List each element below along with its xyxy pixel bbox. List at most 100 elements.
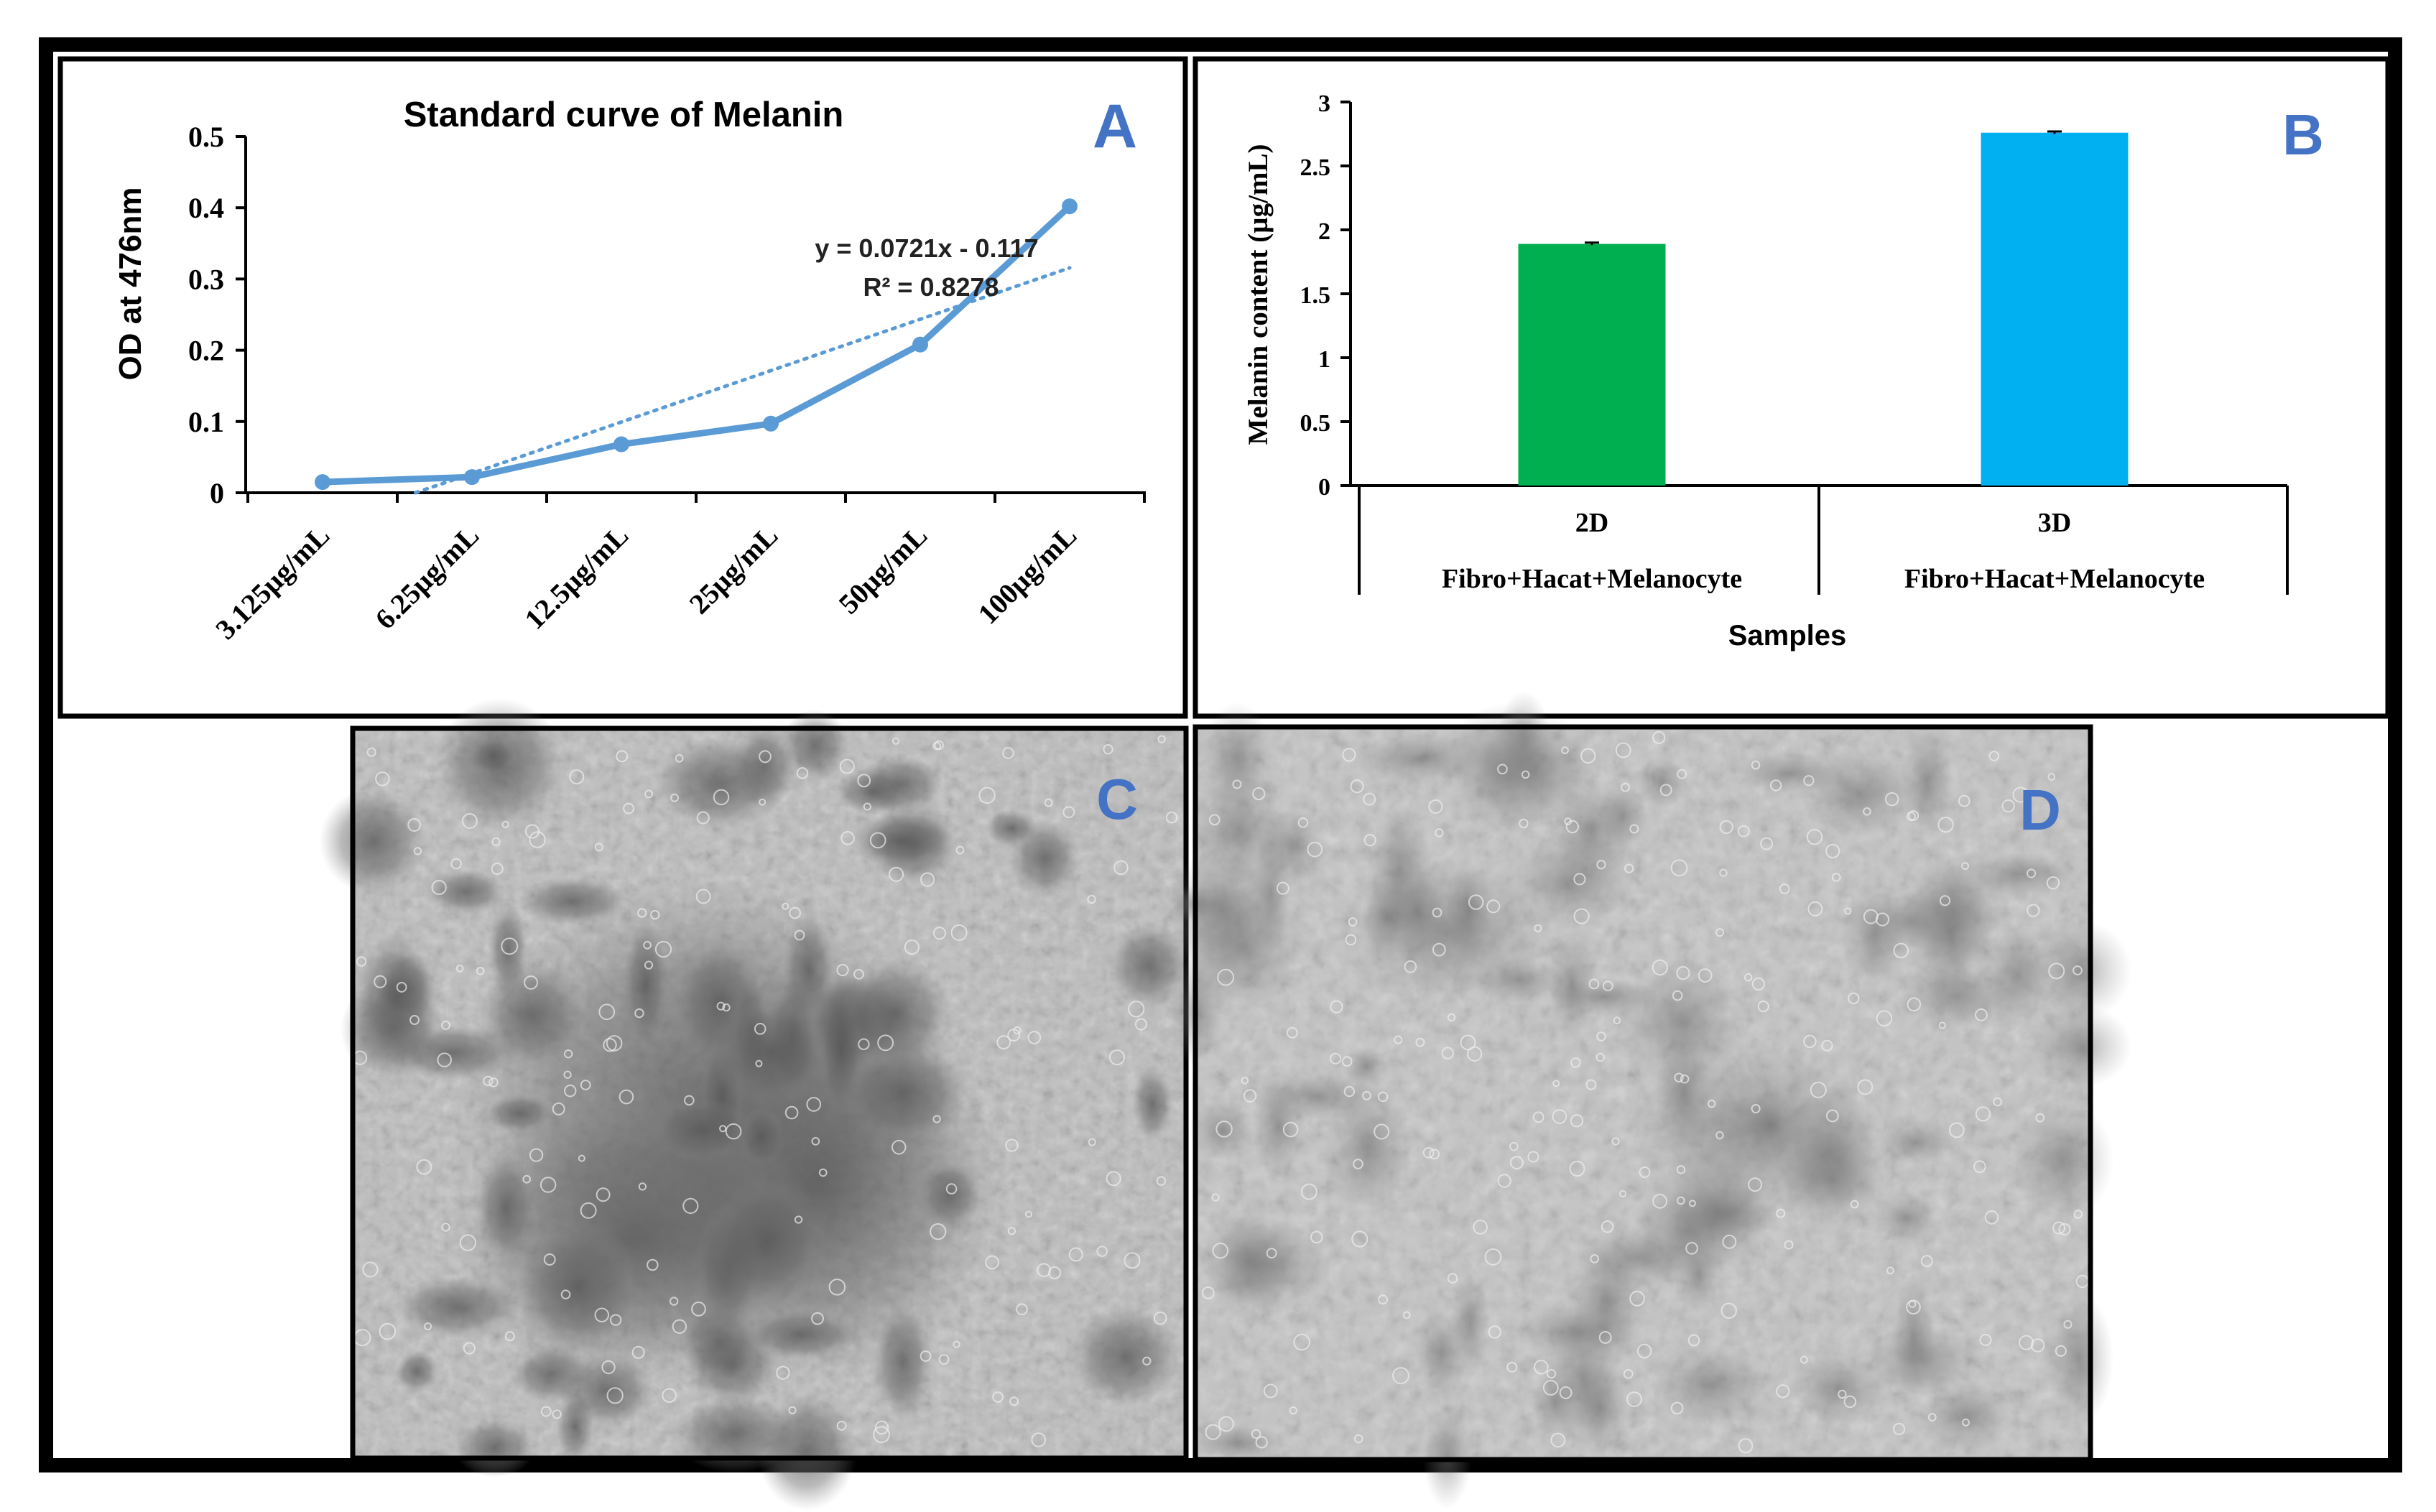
chart-b-ytick-label: 2.5 — [1300, 154, 1331, 181]
cell-cluster — [1892, 1275, 1935, 1396]
cell — [1920, 1255, 1933, 1268]
cell — [1672, 990, 1683, 1001]
cell — [606, 1387, 624, 1404]
cell — [459, 1234, 477, 1251]
cell-cluster — [1352, 732, 1488, 786]
cell — [634, 1008, 644, 1019]
cell-cluster — [1189, 1100, 1255, 1161]
cell — [932, 1115, 941, 1123]
cell — [1013, 1026, 1022, 1035]
cell — [1636, 1343, 1652, 1359]
cell — [2027, 904, 2040, 917]
cell — [1297, 817, 1309, 828]
cell-cluster — [1361, 876, 1414, 958]
cell — [839, 759, 855, 774]
series-point — [464, 469, 480, 486]
cell — [662, 1388, 677, 1404]
cell — [1217, 968, 1235, 986]
panel-a: Standard curve of Melanin A OD at 476nm … — [57, 56, 1188, 719]
cell-cluster — [476, 1153, 536, 1263]
cell — [1619, 1189, 1627, 1197]
cell-cluster — [559, 1353, 656, 1429]
cell — [1037, 1263, 1051, 1277]
cell — [1652, 731, 1666, 744]
cell-cluster — [1874, 1192, 1938, 1245]
cell-cluster — [1069, 1306, 1181, 1406]
cell — [1623, 1368, 1634, 1379]
cell — [504, 1331, 515, 1342]
cell — [1215, 1121, 1233, 1138]
cell — [1751, 1104, 1761, 1114]
cell — [539, 1177, 557, 1193]
cell-cluster — [2030, 1005, 2132, 1087]
cell — [1629, 1291, 1645, 1307]
cell-cluster — [873, 1303, 933, 1423]
cell-cluster — [1108, 922, 1189, 1008]
cell — [501, 820, 509, 828]
cell — [696, 811, 710, 825]
cell — [1585, 1079, 1597, 1090]
cell — [1497, 764, 1508, 775]
cell — [501, 937, 519, 955]
cell — [1621, 782, 1631, 792]
cell-cluster — [1900, 722, 1955, 843]
cell — [396, 981, 407, 993]
chart-a-ytick-label: 0.3 — [188, 263, 224, 295]
cell — [1552, 1109, 1567, 1124]
cell — [379, 1322, 397, 1340]
series-point — [315, 474, 330, 491]
cell — [1751, 760, 1761, 770]
cell — [932, 741, 942, 751]
cell — [1958, 794, 1970, 807]
cell — [1624, 863, 1634, 873]
cell-cluster — [1510, 832, 1635, 929]
cell — [920, 1350, 932, 1362]
cell — [1552, 1080, 1560, 1087]
cell — [1927, 1413, 1937, 1421]
cell — [1353, 1434, 1363, 1444]
cell — [1821, 1039, 1833, 1052]
cell — [1598, 1330, 1612, 1344]
cell — [789, 906, 801, 919]
cell-cluster — [454, 1418, 535, 1478]
cell-cluster — [1324, 1080, 1412, 1217]
panel-b: B Melanin content (µg/mL) Samples 0 0.5 1 1… — [1192, 56, 2391, 719]
chart-b-xlabel: Samples — [1728, 620, 1847, 651]
cell — [1218, 1416, 1234, 1432]
cell — [2058, 1223, 2071, 1235]
cell — [413, 847, 422, 855]
cell-cluster — [840, 956, 953, 1072]
cell — [1680, 1074, 1690, 1084]
cell — [1779, 883, 1790, 894]
cell — [1241, 1076, 1249, 1085]
cell-cluster — [1960, 852, 2079, 896]
cell — [1208, 814, 1221, 826]
cell — [2063, 1319, 2073, 1329]
trendline-equation: y = 0.0721x - 0.117 — [815, 233, 1038, 263]
chart-b-ylabel: Melanin content (µg/mL) — [1243, 144, 1274, 445]
cell-cluster — [1548, 929, 1596, 1042]
cell — [1243, 1089, 1257, 1103]
cell — [1447, 1013, 1456, 1022]
cell — [1988, 751, 2000, 761]
cell — [1252, 787, 1266, 801]
cell — [953, 1340, 960, 1348]
cell — [1569, 1161, 1585, 1177]
cell — [356, 956, 367, 967]
cell — [759, 798, 767, 806]
cell — [1532, 1111, 1545, 1123]
cell — [1266, 1248, 1277, 1259]
cell-cluster — [2030, 920, 2132, 1021]
cell — [1345, 934, 1357, 946]
cell — [682, 1197, 699, 1215]
cell — [1857, 1079, 1874, 1095]
cell — [1685, 1242, 1698, 1255]
cell — [654, 940, 672, 958]
cell-cluster — [1467, 714, 1603, 828]
cell — [594, 1307, 610, 1322]
cell — [1993, 1097, 2002, 1107]
cell — [1353, 1159, 1363, 1169]
cell — [1687, 1334, 1700, 1347]
series-point — [763, 415, 779, 432]
cell — [1886, 1266, 1894, 1275]
